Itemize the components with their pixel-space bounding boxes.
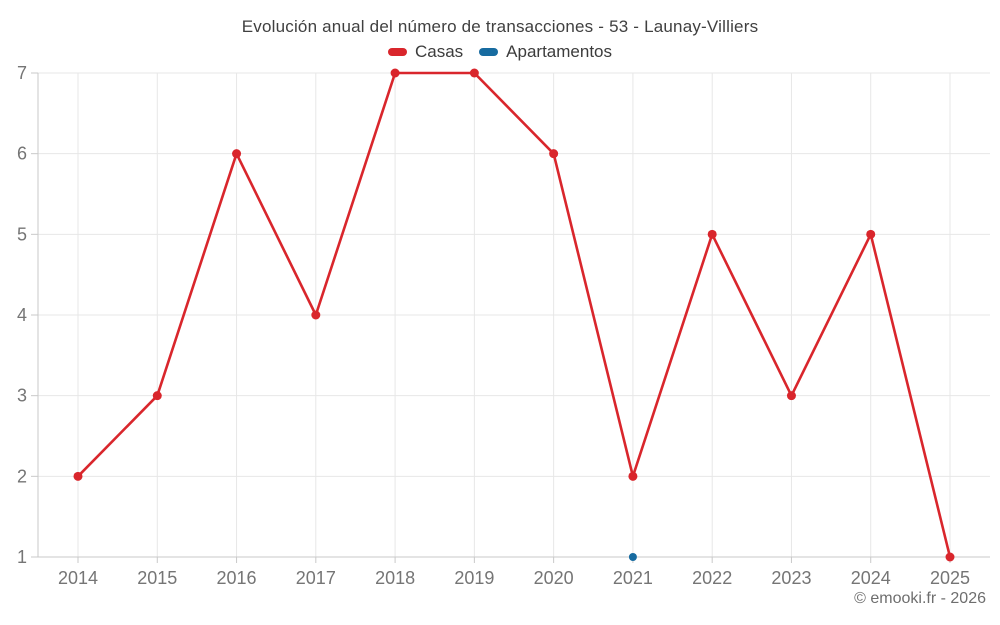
data-point-casas-2022[interactable] <box>707 229 717 239</box>
x-tick-label-2023: 2023 <box>771 568 811 588</box>
x-tick-label-2020: 2020 <box>534 568 574 588</box>
x-tick-label-2016: 2016 <box>217 568 257 588</box>
x-tick-label-2018: 2018 <box>375 568 415 588</box>
x-tick-label-2014: 2014 <box>58 568 98 588</box>
y-tick-label-6: 6 <box>17 144 27 164</box>
legend-label-apartamentos: Apartamentos <box>506 42 613 61</box>
data-point-casas-2024[interactable] <box>866 229 876 239</box>
y-tick-label-2: 2 <box>17 466 27 486</box>
x-tick-label-2019: 2019 <box>454 568 494 588</box>
chart-title: Evolución anual del número de transaccio… <box>241 17 759 36</box>
data-point-casas-2017[interactable] <box>311 310 321 320</box>
legend: Casas Apartamentos <box>0 42 1000 62</box>
series-line-casas <box>76 71 952 559</box>
data-point-casas-2018[interactable] <box>390 68 400 78</box>
copyright: © emooki.fr - 2026 <box>854 590 986 607</box>
x-tick-label-2021: 2021 <box>613 568 653 588</box>
y-tick-label-1: 1 <box>17 547 27 567</box>
y-tick-label-5: 5 <box>17 224 27 244</box>
data-point-casas-2025[interactable] <box>945 552 955 562</box>
data-point-casas-2019[interactable] <box>469 68 479 78</box>
data-point-casas-2021[interactable] <box>628 471 638 481</box>
data-point-casas-2023[interactable] <box>786 391 796 401</box>
x-tick-label-2025: 2025 <box>930 568 970 588</box>
data-point-casas-2015[interactable] <box>152 391 162 401</box>
x-tick-label-2024: 2024 <box>851 568 891 588</box>
x-tick-label-2022: 2022 <box>692 568 732 588</box>
casas-series-swatch-icon <box>387 48 407 56</box>
apartamentos-series-swatch-icon <box>479 48 499 56</box>
y-tick-label-4: 4 <box>17 305 27 325</box>
legend-item-casas[interactable]: Casas <box>387 42 464 62</box>
x-tick-label-2017: 2017 <box>296 568 336 588</box>
data-point-apartamentos-2021[interactable] <box>628 553 637 561</box>
y-tick-label-7: 7 <box>17 63 27 83</box>
x-tick-label-2015: 2015 <box>137 568 177 588</box>
y-tick-label-3: 3 <box>17 386 27 406</box>
data-point-casas-2014[interactable] <box>73 471 83 481</box>
data-point-casas-2016[interactable] <box>232 149 242 159</box>
legend-item-apartamentos[interactable]: Apartamentos <box>479 42 612 62</box>
legend-label-casas: Casas <box>414 42 464 61</box>
data-point-casas-2020[interactable] <box>549 149 559 159</box>
